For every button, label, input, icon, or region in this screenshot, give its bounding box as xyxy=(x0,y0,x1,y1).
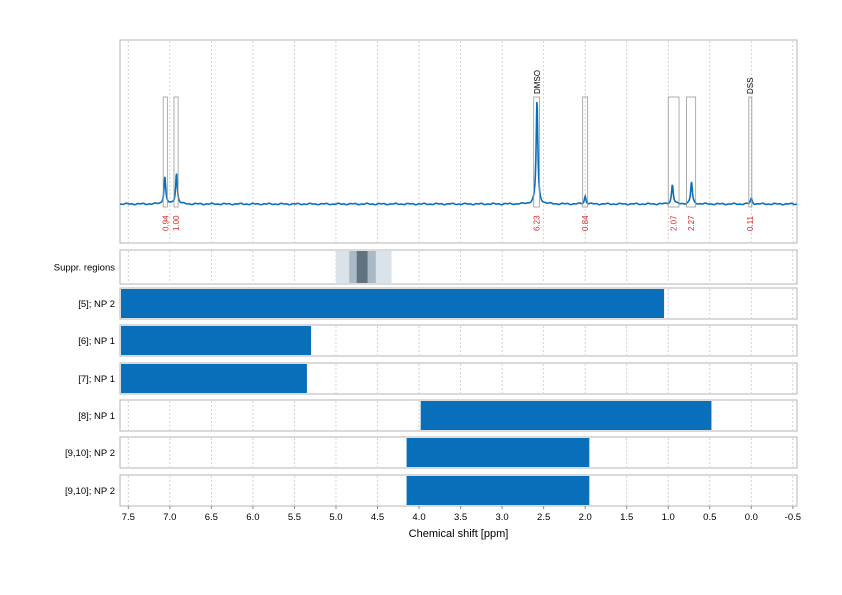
range-bar xyxy=(420,401,712,430)
range-row: [8]; NP 1 xyxy=(78,399,798,432)
integral-label: 0.94 xyxy=(161,215,170,231)
suppression-band xyxy=(356,251,368,283)
range-row: [9,10]; NP 2 xyxy=(65,474,798,507)
x-axis: 7.5 7.0 6.5 6.0 5.5 5.0 4.5 4.0 3.5 3.0 2.5 2.0 1.5 1… xyxy=(122,506,801,523)
x-axis-title: Chemical shift [ppm] xyxy=(409,528,509,540)
range-row: [9,10]; NP 2 xyxy=(65,436,798,469)
range-bar xyxy=(121,364,307,393)
range-bar xyxy=(406,438,590,467)
integral-label: 0.84 xyxy=(581,215,590,231)
spectrum-panel: 0.94 1.00 6.23 0.84 2.07 2.27 0.11 DMSO DSS xyxy=(119,39,798,244)
x-tick-label: 2.5 xyxy=(537,512,550,523)
x-tick-label: 6.5 xyxy=(205,512,218,523)
integral-label: 2.27 xyxy=(687,215,696,231)
integral-box xyxy=(173,96,179,208)
integral-box xyxy=(162,96,168,208)
integral-label: 1.00 xyxy=(172,215,181,231)
integral-label: 0.11 xyxy=(746,215,755,231)
x-tick-label: 7.5 xyxy=(122,512,135,523)
range-rows-panel: [5]; NP 2 [6]; NP 1 [7]; NP 1 [8]; NP 1 [9,1… xyxy=(65,287,798,507)
x-tick-label: 3.5 xyxy=(454,512,467,523)
range-row: [6]; NP 1 xyxy=(78,324,798,357)
row-label: [5]; NP 2 xyxy=(78,299,115,310)
x-tick-label: 0.0 xyxy=(745,512,758,523)
integral-box xyxy=(533,96,540,208)
row-label: [8]; NP 1 xyxy=(78,411,115,422)
range-row: [5]; NP 2 xyxy=(78,287,798,320)
integral-label: 6.23 xyxy=(533,215,542,231)
x-tick-label: 5.5 xyxy=(288,512,301,523)
suppression-label: Suppr. regions xyxy=(54,263,116,274)
x-tick-label: 3.0 xyxy=(496,512,509,523)
row-label: [7]; NP 1 xyxy=(78,374,115,385)
peak-label: DSS xyxy=(746,78,755,94)
row-label: [9,10]; NP 2 xyxy=(65,486,115,497)
integral-box xyxy=(582,96,589,208)
range-bar xyxy=(121,326,312,355)
x-tick-label: 1.5 xyxy=(620,512,633,523)
spectrum-frame xyxy=(119,39,798,244)
x-tick-label: 4.5 xyxy=(371,512,384,523)
integral-box xyxy=(748,96,753,208)
row-label: [9,10]; NP 2 xyxy=(65,448,115,459)
x-tick-label: 0.5 xyxy=(703,512,716,523)
peak-label: DMSO xyxy=(533,70,542,94)
x-tick-label: 7.0 xyxy=(163,512,176,523)
integral-label: 2.07 xyxy=(670,215,679,231)
x-tick-label: 2.0 xyxy=(579,512,592,523)
x-tick-label: 4.0 xyxy=(412,512,425,523)
range-bar xyxy=(121,289,665,318)
spectrum-line xyxy=(119,101,798,206)
suppression-panel: Suppr. regions xyxy=(54,249,798,285)
integral-box xyxy=(667,96,680,208)
x-tick-label: -0.5 xyxy=(785,512,801,523)
x-tick-label: 1.0 xyxy=(662,512,675,523)
x-tick-label: 5.0 xyxy=(329,512,342,523)
range-bar xyxy=(406,476,590,505)
suppression-frame xyxy=(119,249,798,285)
range-row: [7]; NP 1 xyxy=(78,362,798,395)
row-label: [6]; NP 1 xyxy=(78,336,115,347)
integral-box xyxy=(686,96,697,208)
x-tick-label: 6.0 xyxy=(246,512,259,523)
